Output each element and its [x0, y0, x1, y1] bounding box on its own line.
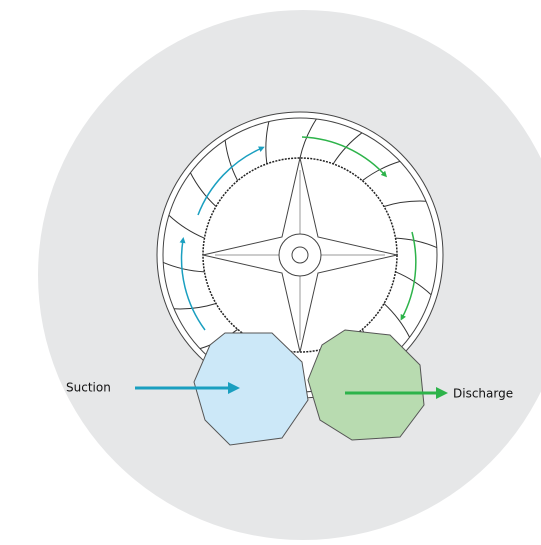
- discharge-arrow-head: [436, 387, 448, 399]
- vane: [173, 303, 217, 310]
- vane: [189, 172, 217, 207]
- vane: [224, 140, 239, 181]
- flow-arrow: [179, 237, 206, 331]
- flow-arrow: [197, 146, 265, 216]
- vane: [395, 237, 437, 248]
- suction-label: Suction: [66, 381, 111, 395]
- discharge-port: [307, 329, 425, 441]
- vane: [163, 262, 205, 273]
- flow-arrow: [400, 231, 417, 321]
- suction-arrow-head: [228, 382, 240, 394]
- hub-center: [291, 246, 309, 264]
- vane: [168, 214, 205, 239]
- vane: [383, 303, 411, 338]
- discharge-label: Discharge: [453, 387, 513, 401]
- vane: [383, 200, 427, 207]
- flow-arrow: [301, 136, 388, 178]
- suction-port: [193, 332, 309, 446]
- vane: [265, 121, 270, 164]
